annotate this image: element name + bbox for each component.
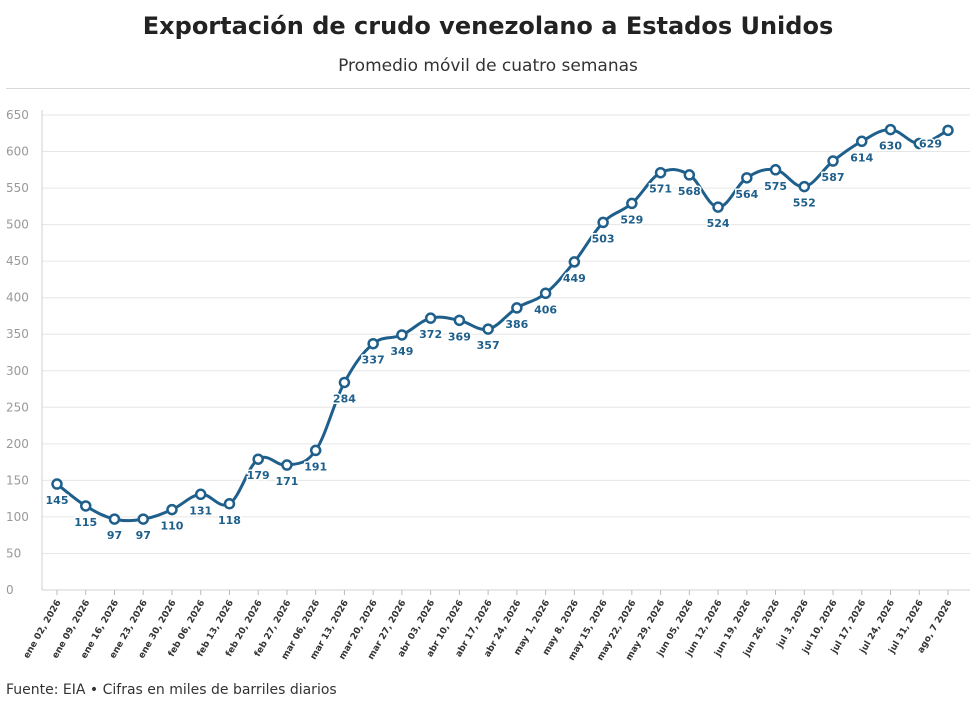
y-tick-label: 50 — [6, 546, 21, 560]
data-point — [511, 302, 523, 314]
data-label: 587 — [822, 171, 845, 184]
data-label: 110 — [160, 520, 183, 533]
data-label: 630 — [879, 140, 902, 153]
data-label: 571 — [649, 183, 672, 196]
data-label: 357 — [477, 339, 500, 352]
data-label: 406 — [534, 303, 557, 316]
y-tick-label: 350 — [6, 327, 29, 341]
data-point — [712, 201, 724, 213]
y-tick-label: 400 — [6, 291, 29, 305]
source-note: Fuente: EIA • Cifras en miles de barrile… — [6, 682, 337, 698]
data-point — [453, 314, 466, 327]
data-point — [166, 503, 178, 516]
y-tick-label: 250 — [6, 400, 29, 414]
data-label: 179 — [247, 469, 270, 482]
data-point — [367, 337, 379, 350]
data-point — [338, 376, 351, 389]
data-label: 568 — [678, 185, 701, 198]
data-label: 524 — [707, 217, 730, 230]
y-tick-label: 300 — [6, 364, 29, 378]
data-point — [654, 166, 667, 179]
data-label: 191 — [304, 460, 327, 473]
data-label: 629 — [919, 137, 942, 150]
data-point — [223, 498, 236, 510]
data-point — [396, 329, 408, 341]
data-point — [424, 312, 437, 324]
data-label: 386 — [505, 318, 528, 331]
data-label: 115 — [74, 516, 97, 529]
data-point — [51, 478, 63, 490]
data-point — [108, 513, 121, 525]
y-tick-label: 100 — [6, 510, 29, 524]
data-label: 97 — [136, 529, 151, 542]
data-point — [769, 164, 782, 176]
data-label: 118 — [218, 514, 241, 527]
y-tick-label: 450 — [6, 254, 29, 268]
data-point — [281, 459, 293, 471]
data-label: 449 — [563, 272, 586, 285]
data-label: 575 — [764, 180, 787, 193]
data-point — [683, 169, 696, 181]
chart-title: Exportación de crudo venezolano a Estado… — [142, 12, 834, 40]
data-point — [741, 172, 753, 184]
data-point — [568, 256, 581, 268]
data-label: 131 — [189, 504, 212, 517]
data-label: 97 — [107, 529, 122, 542]
data-label: 564 — [735, 188, 758, 201]
header-divider — [6, 88, 970, 89]
data-label: 284 — [333, 392, 356, 405]
data-label: 145 — [46, 494, 69, 507]
data-point — [827, 155, 839, 167]
data-point — [79, 500, 92, 512]
data-point — [942, 124, 954, 137]
data-point — [194, 488, 207, 501]
data-point — [798, 180, 811, 193]
data-point — [252, 453, 264, 465]
data-label: 372 — [419, 328, 442, 341]
data-point — [856, 135, 868, 148]
data-point — [137, 513, 149, 525]
y-tick-label: 200 — [6, 437, 29, 451]
data-point — [597, 216, 609, 229]
data-point — [309, 444, 322, 457]
data-label: 614 — [850, 151, 873, 164]
data-point — [482, 323, 494, 335]
data-label: 349 — [390, 345, 413, 358]
data-label: 337 — [362, 354, 385, 367]
data-label: 503 — [592, 232, 615, 245]
data-label: 552 — [793, 197, 816, 210]
data-point — [539, 287, 552, 300]
data-point — [884, 123, 897, 136]
data-point — [626, 197, 638, 210]
y-tick-label: 550 — [6, 181, 29, 195]
y-tick-label: 0 — [6, 583, 14, 597]
y-tick-label: 600 — [6, 145, 29, 159]
data-point — [913, 137, 926, 150]
y-tick-label: 650 — [6, 108, 29, 122]
data-label: 171 — [275, 475, 298, 488]
data-label: 529 — [620, 213, 643, 226]
data-label: 369 — [448, 330, 471, 343]
y-tick-label: 150 — [6, 473, 29, 487]
chart-subtitle: Promedio móvil de cuatro semanas — [338, 56, 638, 76]
y-tick-label: 500 — [6, 218, 29, 232]
